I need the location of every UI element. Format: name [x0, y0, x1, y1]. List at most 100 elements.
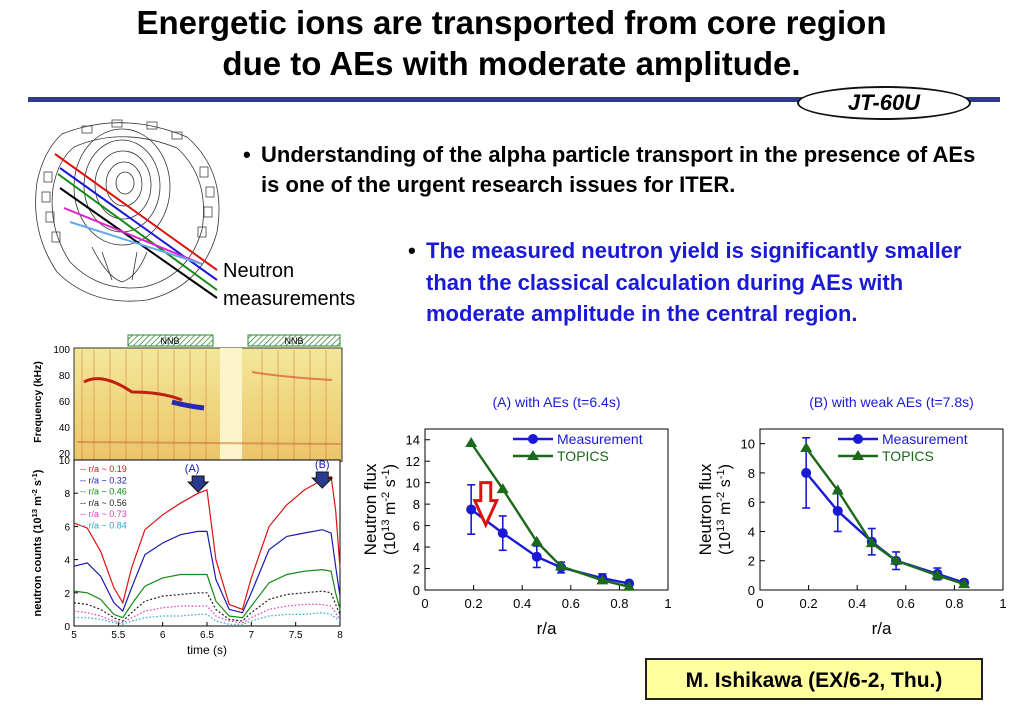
profile-a-point — [623, 580, 636, 591]
nnb-bar-1 — [127, 334, 214, 347]
profile-b-xtick-label: 0.8 — [945, 596, 963, 611]
tt-legend-entry: -- r/a ~ 0.19 — [80, 464, 127, 474]
profile-b-legend-marker — [853, 434, 863, 444]
profile-a-ytick-label: 10 — [406, 476, 420, 491]
spectrogram-yticks: 100 80 60 40 20 — [53, 345, 70, 460]
profile-b-xtick-label: 0.6 — [897, 596, 915, 611]
profile-a-red-arrow — [472, 481, 500, 529]
tt-marker-a-label: (A) — [185, 463, 200, 475]
profile-b-legend-label: TOPICS — [882, 448, 934, 464]
slide-title: Energetic ions are transported from core… — [0, 2, 1023, 84]
profile-b-ytick-label: 6 — [748, 495, 755, 510]
tt-legend-entry: -- r/a ~ 0.46 — [80, 487, 127, 497]
bullet-2-text: The measured neutron yield is significan… — [426, 238, 962, 326]
profile-a-xtick-label: 0.4 — [513, 596, 531, 611]
nnb-bar-2 — [247, 334, 341, 347]
tt-series-line — [74, 612, 341, 625]
profile-b-xtick-label: 1 — [999, 596, 1006, 611]
tt-ylabel: neutron counts (1013 m-2 s-1) — [30, 469, 45, 616]
profile-b-point — [800, 442, 813, 453]
profile-b-point — [831, 484, 844, 495]
profile-a-xtick-label: 0.8 — [610, 596, 628, 611]
profile-b-ylabel-name: Neutron flux — [696, 463, 715, 555]
bullet-2: • The measured neutron yield is signific… — [408, 235, 980, 330]
profile-a-point — [466, 504, 477, 515]
profile-b-xtick-label: 0 — [756, 596, 763, 611]
profile-b-xlabel: r/a — [872, 619, 892, 638]
spec-ytick-60: 60 — [59, 397, 71, 408]
profile-b-ytick-label: 0 — [748, 583, 755, 598]
profile-a-ytick-label: 14 — [406, 433, 420, 448]
profile-a-ytick-label: 12 — [406, 454, 420, 469]
profile-a-ytick-label: 0 — [413, 583, 420, 598]
tt-legend-entry: -- r/a ~ 0.84 — [80, 521, 127, 531]
profile-b-xtick-label: 0.2 — [800, 596, 818, 611]
tt-ytick-label: 4 — [64, 556, 70, 567]
tt-series-line — [73, 603, 341, 624]
tt-series-line — [73, 590, 341, 622]
slide-title-line1: Energetic ions are transported from core… — [136, 4, 887, 41]
sightline-blue — [59, 167, 218, 281]
tt-ytick-label: 0 — [64, 622, 70, 633]
profile-a-ylabel-name: Neutron flux — [361, 463, 380, 555]
spec-ytick-20: 20 — [59, 449, 71, 460]
tt-xtick-label: 7.5 — [289, 630, 303, 641]
profile-b-point — [958, 578, 971, 589]
profile-a-ytick-label: 2 — [413, 562, 420, 577]
profile-a-ytick-label: 4 — [413, 540, 420, 555]
profile-a-ylabel-units: (1013 m-2 s-1) — [380, 464, 399, 555]
profile-a-point — [531, 551, 542, 562]
profile-a-xtick-label: 1 — [664, 596, 671, 611]
profile-a-point — [530, 535, 543, 546]
profile-a-xtick-label: 0.6 — [562, 596, 580, 611]
tt-xtick-label: 6 — [160, 630, 166, 641]
bullet-1-text: Understanding of the alpha particle tran… — [261, 142, 976, 197]
tt-ytick-label: 10 — [59, 456, 71, 467]
slide-title-line2: due to AEs with moderate amplitude. — [222, 45, 801, 82]
tt-series-line — [73, 529, 341, 614]
tt-marker-a-arrow — [186, 475, 210, 493]
tt-xtick-label: 7 — [249, 630, 255, 641]
sightline-magenta — [63, 207, 203, 265]
profile-a-title: (A) with AEs (t=6.4s) — [493, 394, 621, 410]
tt-marker-b-label: (B) — [315, 459, 330, 471]
spectrogram-image — [73, 347, 343, 462]
profile-b-point — [890, 554, 903, 565]
neutron-label-line2: measurements — [223, 288, 356, 310]
profile-a-series-line — [470, 442, 630, 588]
title-rule — [28, 97, 1000, 102]
neutron-measurements-label: Neutron measurements — [223, 257, 355, 313]
spec-ytick-100: 100 — [53, 345, 70, 356]
spec-ylabel: Frequency (kHz) — [32, 361, 44, 443]
profile-b-legend-label: Measurement — [882, 431, 968, 447]
bullet-1: • Understanding of the alpha particle tr… — [243, 140, 983, 200]
sightline-green — [57, 173, 218, 291]
tt-series-line — [73, 568, 341, 619]
tt-ytick-label: 8 — [64, 489, 70, 500]
tt-legend-entry: -- r/a ~ 0.73 — [80, 509, 127, 519]
neutron-label-line1: Neutron — [223, 260, 295, 282]
profile-b-frame — [759, 428, 1004, 591]
tt-marker-b-arrow — [311, 471, 334, 489]
tt-ytick-label: 6 — [64, 522, 70, 533]
profile-b-ytick-label: 2 — [748, 554, 755, 569]
profile-a-point — [465, 436, 478, 447]
profile-a-xlabel: r/a — [537, 619, 557, 638]
profile-a-point — [555, 560, 568, 571]
tt-xtick-label: 6.5 — [200, 630, 214, 641]
sightline-cyan — [69, 221, 203, 265]
profile-a-legend-marker — [527, 450, 539, 460]
profile-a-xtick-label: 0 — [421, 596, 428, 611]
jt60u-badge: JT-60U — [797, 86, 971, 120]
sightline-red — [54, 153, 218, 271]
tt-xtick-label: 8 — [337, 630, 343, 641]
profile-a-frame — [424, 428, 669, 591]
tt-series-line — [73, 475, 341, 611]
tt-xlabel: time (s) — [187, 643, 227, 657]
profile-b-point — [832, 505, 843, 516]
time-trace-frame — [73, 459, 341, 627]
profile-a-point — [596, 574, 609, 585]
profile-chart-b: (B) with weak AEs (t=7.8s) 0 0.2 0.4 0.6 0.8 1… — [696, 394, 1007, 638]
tt-legend-entry: -- r/a ~ 0.56 — [80, 498, 127, 508]
